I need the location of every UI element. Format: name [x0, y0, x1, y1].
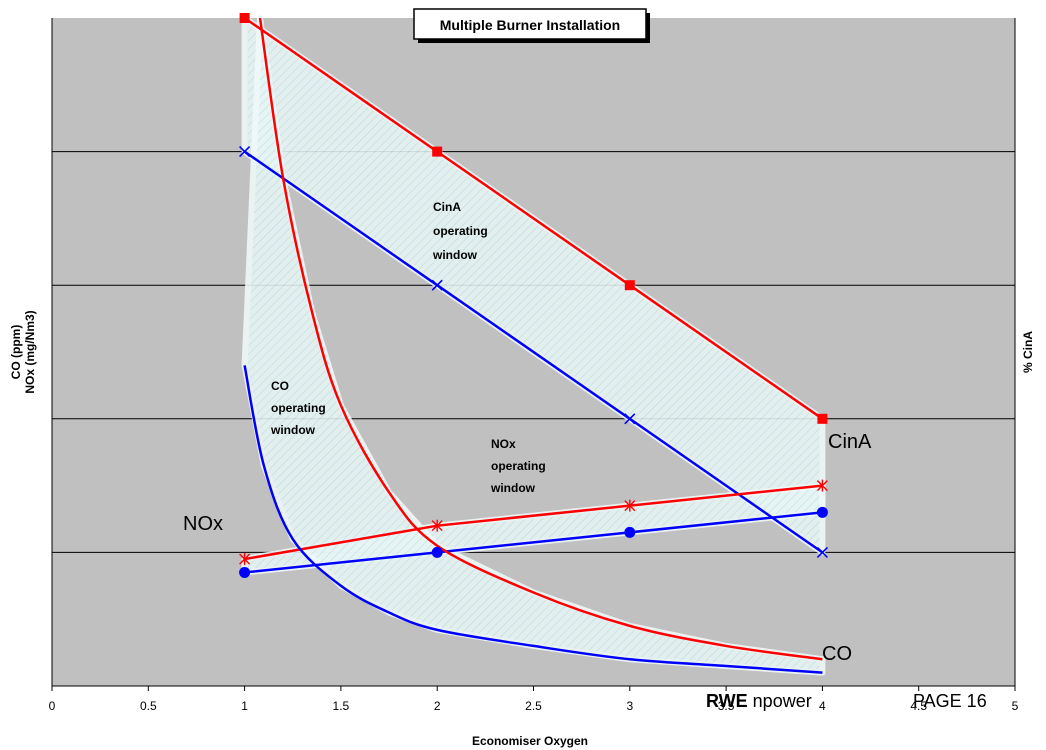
- co-lower-line: [243, 365, 823, 674]
- co-window-label-line1: CO: [271, 379, 289, 393]
- x-tick-label: 0.5: [140, 699, 157, 713]
- nox-lower-line: [244, 511, 823, 574]
- nox-lower-marker: [624, 526, 636, 538]
- nox-lower-marker: [239, 566, 251, 578]
- nox-window-label-line2: operating: [491, 459, 546, 473]
- y2-axis-title: % CinA: [1021, 331, 1035, 373]
- cina-lower-marker: [431, 279, 443, 291]
- x-tick-label: 5: [1012, 699, 1019, 713]
- cina-upper-line: [243, 16, 824, 420]
- cina-lower-marker: [816, 546, 828, 558]
- nox-lower-marker: [816, 506, 828, 518]
- co-window-label: CO operating window: [270, 379, 326, 437]
- cina-upper-marker: [239, 13, 250, 23]
- cina-lower-marker: [239, 146, 251, 158]
- title-box: [413, 8, 647, 40]
- footer-page-number: PAGE 16: [913, 691, 987, 711]
- y-axis-title-line2: NOx (mg/Nm3): [23, 310, 37, 393]
- footer-brand: RWE npower: [706, 691, 812, 711]
- co-series-label: CO: [822, 643, 852, 665]
- nox-lower-marker: [431, 546, 443, 558]
- cina-series-label: CinA: [828, 431, 872, 453]
- x-tick-label: 3.5: [718, 699, 735, 713]
- cina-upper-marker: [624, 280, 635, 291]
- x-tick-label: 2: [434, 699, 441, 713]
- cina-window-label-line2: operating: [433, 224, 488, 238]
- x-axis-title: Economiser Oxygen: [472, 734, 588, 748]
- x-tick-label: 4.5: [910, 699, 927, 713]
- footer-brand-bold: RWE: [706, 691, 748, 711]
- co-window-label-line3: window: [270, 423, 316, 437]
- co-upper-line: [258, 17, 823, 661]
- x-tick-label: 1: [241, 699, 248, 713]
- cina-window-label-line1: CinA: [433, 200, 461, 214]
- x-tick-label: 2.5: [525, 699, 542, 713]
- x-tick-label: 3: [626, 699, 633, 713]
- cina-window-label: CinA operating window: [432, 200, 488, 262]
- cina-lower-line: [243, 150, 824, 554]
- nox-upper-marker: [816, 479, 828, 492]
- nox-window-label: NOx operating window: [490, 437, 546, 495]
- nox-window-label-line1: NOx: [491, 437, 516, 451]
- series-group: [243, 16, 824, 674]
- nox-window-label-line3: window: [490, 481, 536, 495]
- x-tick-label: 0: [49, 699, 56, 713]
- nox-upper-marker: [431, 519, 443, 532]
- chart-title: Multiple Burner Installation: [440, 17, 620, 33]
- cina-upper-marker: [432, 146, 443, 157]
- cina-upper-marker: [817, 413, 828, 424]
- cina-window-label-line3: window: [432, 248, 478, 262]
- cina-lower-marker: [624, 413, 636, 425]
- co-window-label-line2: operating: [271, 401, 326, 415]
- nox-upper-marker: [624, 499, 636, 512]
- x-ticks: 0 0.5 1 1.5 2 2.5 3 3.5 4 4.5 5: [49, 686, 1019, 713]
- x-tick-label: 4: [819, 699, 826, 713]
- y-axis-title-line1: CO (ppm): [9, 325, 23, 380]
- nox-upper-line: [244, 484, 823, 561]
- nox-series-label: NOx: [183, 513, 223, 535]
- footer-brand-rest: npower: [748, 691, 812, 711]
- markers-group: [239, 13, 828, 578]
- nox-upper-marker: [239, 553, 251, 566]
- y-axis-title: CO (ppm) NOx (mg/Nm3): [9, 310, 37, 393]
- x-tick-label: 1.5: [333, 699, 350, 713]
